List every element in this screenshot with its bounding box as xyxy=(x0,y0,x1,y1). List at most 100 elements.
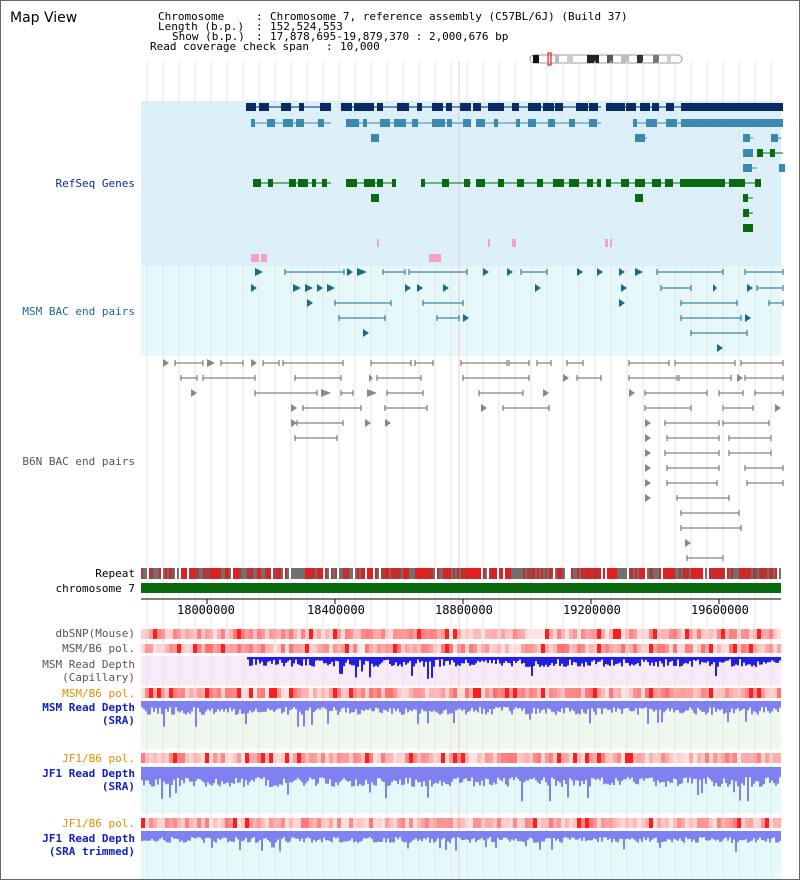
msm-b6-pol-cell xyxy=(177,644,181,653)
msm-b6-pol-cell xyxy=(145,688,149,698)
msm-b6-pol-cell xyxy=(201,644,205,653)
msm-depth-sra-bar xyxy=(263,701,265,713)
jf1-depth-sra-bar xyxy=(217,767,219,785)
repeat-segment xyxy=(627,568,629,579)
msm-b6-pol-cell xyxy=(345,688,349,698)
msm-b6-pol-cell xyxy=(473,644,477,653)
jf1-depth-sra-bar xyxy=(335,767,337,783)
repeat-segment xyxy=(163,568,165,579)
repeat-segment xyxy=(475,568,477,579)
repeat-segment xyxy=(453,568,455,579)
msm-depth-sra-bar xyxy=(597,701,599,709)
msm-depth-sra-bar xyxy=(609,701,611,710)
msm-depth-cap-bar xyxy=(409,657,411,661)
jf1-depth-trim-bar xyxy=(479,831,481,840)
jf1-depth-sra-bar xyxy=(211,767,213,786)
repeat-segment xyxy=(227,568,229,579)
msm-depth-sra-bar xyxy=(163,701,165,727)
msm-depth-sra-bar xyxy=(481,701,483,714)
msm-depth-sra-bar xyxy=(369,701,371,709)
jf1-b6-pol-cell xyxy=(649,753,653,763)
msm-b6-pol-cell xyxy=(241,644,245,653)
msm-b6-pol-cell xyxy=(389,688,393,698)
jf1-depth-trim-bar xyxy=(403,831,405,843)
jf1-b6-pol-cell xyxy=(297,753,301,763)
msm-depth-sra-bar xyxy=(605,701,607,709)
repeat-segment xyxy=(301,568,303,579)
jf1-depth-sra-bar xyxy=(175,767,177,794)
msm-depth-sra-bar xyxy=(379,701,381,713)
jf1-b6-pol-cell xyxy=(613,818,617,828)
refseq-gene-exon xyxy=(635,179,645,187)
repeat-segment xyxy=(763,568,765,579)
msm-depth-sra-bar xyxy=(165,701,167,709)
msm-depth-sra-bar xyxy=(159,701,161,708)
dbsnp-label: dbSNP(Mouse) xyxy=(55,627,135,640)
jf1-depth-sra-bar xyxy=(667,767,669,781)
jf1-depth-trim-bar xyxy=(465,831,467,840)
refseq-gene-exon xyxy=(432,103,443,111)
repeat-segment xyxy=(509,568,511,579)
dbsnp-cell xyxy=(205,629,209,639)
chromosome-ideogram[interactable] xyxy=(529,52,685,66)
jf1-b6-pol-cell xyxy=(309,818,313,828)
repeat-segment xyxy=(239,568,241,579)
msm-depth-cap-bar xyxy=(377,657,379,667)
msm-depth-sra-bar xyxy=(143,701,145,710)
jf1-depth-trim-bar xyxy=(327,831,329,841)
jf1-b6-pol-cell xyxy=(413,753,417,763)
jf1-b6-pol-cell xyxy=(201,753,205,763)
msm-depth-cap-bar xyxy=(501,657,503,666)
jf1-b6-pol-cell xyxy=(777,818,781,828)
msm-depth-cap-bar xyxy=(549,657,551,666)
jf1-depth-sra-bar xyxy=(431,767,433,787)
msm-depth-sra-bar xyxy=(749,701,751,708)
repeat-segment xyxy=(761,568,763,579)
msm-b6-pol-cell xyxy=(173,688,177,698)
jf1-b6-pol-cell xyxy=(477,753,481,763)
repeat-segment xyxy=(203,568,205,579)
repeat-segment xyxy=(447,568,449,579)
repeat-segment xyxy=(463,568,465,579)
jf1-depth-trim-bar xyxy=(477,831,479,841)
jf1-b6-pol-cell xyxy=(465,753,469,763)
msm-depth-cap-bar xyxy=(337,657,339,662)
msm-depth-cap-bar xyxy=(515,657,517,664)
jf1-depth-trim-bar xyxy=(231,831,233,842)
msm-depth-sra-bar xyxy=(779,701,781,708)
refseq-gene-exon xyxy=(447,119,452,127)
repeat-segment xyxy=(291,568,293,579)
jf1-depth-sra-bar xyxy=(275,767,277,786)
repeat-segment xyxy=(427,568,429,579)
jf1-depth-trim-bar xyxy=(395,831,397,838)
msm-depth-cap-bar xyxy=(253,657,255,660)
msm-depth-sra-bar xyxy=(247,701,249,714)
jf1-depth-trim-bar xyxy=(495,831,497,848)
msm-depth-sra-bar xyxy=(751,701,753,715)
jf1-depth-sra-bar xyxy=(213,767,215,784)
repeat-segment xyxy=(691,568,693,579)
jf1-b6-pol-cell xyxy=(357,818,361,828)
msm-depth-sra-bar xyxy=(333,701,335,708)
jf1-depth-trim-bar xyxy=(771,831,773,839)
msm-depth-sra-bar xyxy=(399,701,401,713)
jf1-b6-pol-cell xyxy=(241,753,245,763)
msm-depth-sra-bar xyxy=(689,701,691,708)
msm-b6-pol-cell xyxy=(649,688,653,698)
jf1-b6-pol-cell xyxy=(261,818,265,828)
jf1-depth-sra-bar xyxy=(559,767,561,783)
chromosome-label: Chromosome xyxy=(158,10,225,23)
jf1-depth-sra-bar xyxy=(179,767,181,787)
jf1-depth-sra-bar xyxy=(255,767,257,779)
jf1-depth-sra-bar xyxy=(149,767,151,785)
msm-b6-pol-cell xyxy=(333,644,337,653)
dbsnp-cell xyxy=(621,629,625,639)
jf1-depth-trim-bar xyxy=(303,831,305,843)
msm-depth-cap-bar xyxy=(421,657,423,662)
msm-b6-pol-cell xyxy=(389,644,393,653)
msm-bac-end-marker xyxy=(619,299,625,307)
b6n-bac-end-marker xyxy=(481,404,487,412)
msm-depth-cap-bar xyxy=(293,657,295,664)
jf1-b6-pol-cell xyxy=(705,753,709,763)
